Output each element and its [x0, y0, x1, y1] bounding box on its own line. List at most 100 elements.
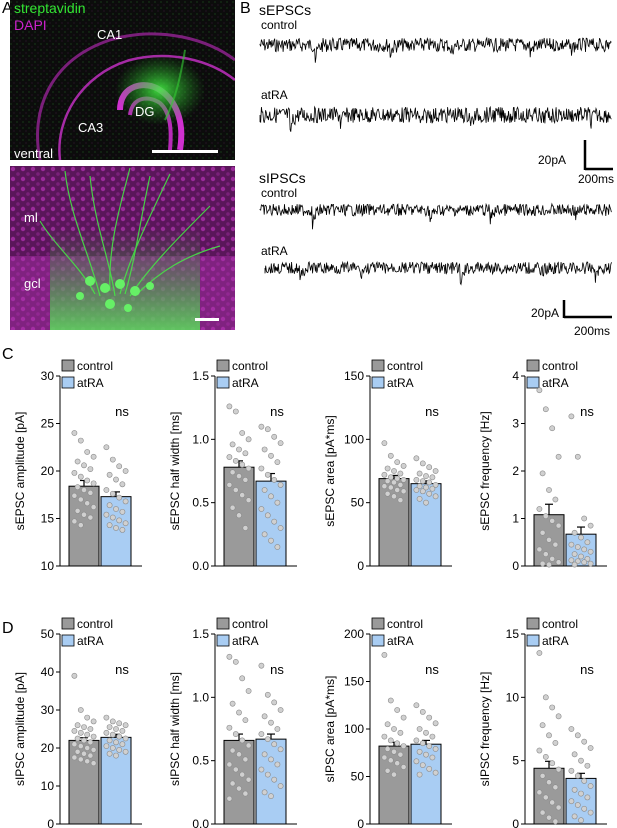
- bar-atra: [410, 483, 442, 567]
- legend: control atRA: [526, 359, 578, 390]
- data-point: [226, 482, 233, 488]
- data-point: [236, 751, 242, 758]
- y-tick-label: 25: [41, 417, 55, 431]
- scale-bar-overview: [152, 150, 218, 153]
- y-tick-label: 15: [41, 512, 55, 526]
- data-point: [578, 757, 584, 764]
- data-point: [122, 735, 129, 742]
- sepsc-title: sEPSCs: [259, 2, 312, 18]
- data-point: [116, 720, 123, 727]
- legend-label-control: control: [387, 359, 423, 373]
- data-point: [536, 546, 543, 553]
- y-tick-label: 20: [41, 741, 55, 755]
- data-point: [400, 488, 407, 495]
- data-point: [258, 662, 265, 669]
- y-tick-label: 15: [506, 627, 520, 641]
- sepsc-control-trace: [259, 36, 612, 63]
- legend-swatch-atra: [61, 376, 75, 389]
- data-point: [84, 758, 91, 765]
- data-point: [546, 561, 552, 568]
- y-tick-label: 200: [344, 627, 364, 641]
- data-point: [536, 789, 543, 796]
- data-point: [116, 733, 123, 740]
- data-point: [413, 758, 420, 765]
- legend-label-control: control: [232, 617, 268, 631]
- data-point: [552, 784, 559, 791]
- data-point: [426, 479, 433, 486]
- data-point: [77, 522, 84, 529]
- data-point: [584, 762, 591, 769]
- data-point: [568, 798, 575, 805]
- data-point: [71, 518, 78, 525]
- data-point: [571, 561, 578, 568]
- data-point: [242, 717, 249, 724]
- data-point: [229, 441, 236, 448]
- hippocampus-overview-drawing: [10, 0, 235, 160]
- data-point: [113, 525, 119, 531]
- chart-sipsc-half-width: 0.0 0.5 1.0 1.5 sIPSC half width [ms] control…: [168, 617, 297, 828]
- data-point: [571, 813, 578, 820]
- data-point: [236, 473, 242, 479]
- legend-swatch-atra: [371, 634, 385, 647]
- chart-sipsc-amplitude: 0 10 20 30 40 50 sIPSC amplitude [pA] control at…: [13, 617, 142, 828]
- data-point: [584, 539, 591, 546]
- data-point: [274, 761, 281, 768]
- y-tick-label: 0.5: [192, 496, 209, 510]
- data-point: [274, 726, 281, 732]
- y-tick-label: 0.5: [192, 754, 209, 768]
- data-point: [581, 515, 588, 522]
- bar-atra: [410, 743, 442, 825]
- data-point: [549, 555, 556, 562]
- legend-label-control: control: [232, 359, 268, 373]
- data-point: [71, 492, 78, 499]
- data-point: [74, 458, 81, 465]
- data-point: [258, 766, 265, 773]
- data-point: [413, 702, 420, 709]
- data-point: [77, 743, 84, 749]
- chart-sipsc-frequency: 0 5 10 15 sIPSC frequency [Hz] control atRA ns: [478, 617, 607, 828]
- data-point: [549, 760, 556, 767]
- data-point: [394, 740, 401, 747]
- data-point: [426, 714, 433, 721]
- data-point: [397, 470, 404, 477]
- data-point: [536, 650, 543, 656]
- significance-label: ns: [115, 662, 129, 677]
- sepsc-atra-label: atRA: [261, 88, 288, 102]
- data-point: [245, 497, 252, 504]
- data-point: [432, 468, 439, 474]
- data-point: [587, 783, 594, 789]
- y-axis-label: sIPSC frequency [Hz]: [478, 672, 492, 787]
- data-point: [423, 473, 429, 479]
- significance-label: ns: [115, 404, 129, 419]
- data-point: [542, 406, 549, 413]
- bar-control: [378, 478, 410, 567]
- data-point: [391, 493, 397, 500]
- data-point: [397, 729, 404, 736]
- data-point: [264, 512, 271, 519]
- bar-atra: [565, 533, 597, 567]
- data-point: [236, 785, 242, 792]
- data-point: [426, 490, 433, 497]
- legend: control atRA: [216, 359, 268, 390]
- sipsc-title: sIPSCs: [259, 170, 306, 186]
- bar-atra: [100, 496, 132, 567]
- data-point: [268, 719, 274, 726]
- data-point: [400, 714, 407, 721]
- data-point: [413, 487, 420, 493]
- data-point: [581, 778, 588, 784]
- legend-label-control: control: [387, 617, 423, 631]
- y-axis-label: sEPSC area [pA*ms]: [323, 415, 337, 526]
- legend-swatch-control: [371, 359, 385, 372]
- data-point: [574, 802, 581, 808]
- data-point: [381, 652, 388, 658]
- data-point: [84, 731, 91, 738]
- data-point: [74, 722, 81, 729]
- data-point: [432, 746, 439, 752]
- bar-control: [378, 745, 410, 825]
- data-point: [84, 449, 91, 455]
- chart-sepsc-frequency: 0 1 2 3 4 sEPSC frequency [Hz] control atRA ns: [478, 359, 607, 573]
- data-point: [106, 737, 113, 744]
- y-tick-label: 1.5: [192, 369, 209, 383]
- data-point: [261, 531, 268, 538]
- data-point: [90, 747, 97, 753]
